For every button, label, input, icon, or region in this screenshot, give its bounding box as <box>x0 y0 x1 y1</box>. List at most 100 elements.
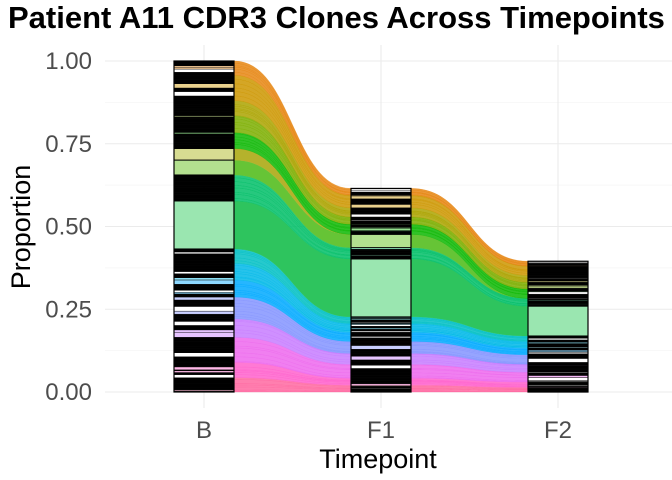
stratum-block <box>350 189 412 193</box>
stratum-block <box>173 136 235 140</box>
stratum-block <box>173 374 235 378</box>
stratum-block <box>173 366 235 371</box>
stratum-block <box>173 139 235 143</box>
stratum-block <box>173 142 235 145</box>
stratum-block <box>527 343 589 346</box>
stratum-outline <box>350 187 412 393</box>
stratum-block <box>350 204 412 208</box>
stratum-block <box>173 251 235 254</box>
stratum-block <box>173 372 235 375</box>
stratum-block <box>350 386 412 389</box>
stratum-block <box>350 381 412 384</box>
tick-layer: 0.00 0.25 0.50 0.75 1.00 B F1 F2 <box>45 48 572 444</box>
stratum-block <box>527 289 589 292</box>
stratum-block <box>173 325 235 331</box>
stratum-block <box>527 347 589 350</box>
stratum-block <box>173 310 235 315</box>
stratum-block <box>173 111 235 116</box>
stratum-block <box>527 365 589 369</box>
stratum-block <box>173 279 235 285</box>
stratum-block <box>350 375 412 378</box>
stratum-block <box>173 383 235 386</box>
stratum-block <box>350 336 412 339</box>
stratum-block <box>173 124 235 129</box>
stratum-block <box>350 233 412 249</box>
stratum-block <box>350 228 412 231</box>
stratum-block <box>173 78 235 84</box>
stratum-block <box>173 332 235 338</box>
y-axis-title: Proportion <box>6 165 36 290</box>
chart-title: Patient A11 CDR3 Clones Across Timepoint… <box>8 0 665 35</box>
stratum-block <box>527 282 589 285</box>
stratum-block <box>173 159 235 176</box>
stratum-block <box>173 144 235 149</box>
stratum-block <box>527 294 589 299</box>
stratum-block <box>527 271 589 274</box>
stratum-block <box>527 338 589 341</box>
stratum-block <box>173 122 235 125</box>
stratum-block <box>173 177 235 182</box>
stratum-block <box>173 352 235 357</box>
stratum-block <box>527 377 589 381</box>
stratum-block <box>350 324 412 327</box>
stratum-block <box>527 285 589 289</box>
stratum-block <box>173 65 235 68</box>
stratum-block <box>173 194 235 199</box>
stratum-block <box>173 284 235 287</box>
stratum-block <box>173 200 235 250</box>
stratum-block <box>350 383 412 386</box>
stratum-block <box>350 361 412 365</box>
stratum-block <box>173 109 235 112</box>
stratum-block <box>350 214 412 218</box>
stratum-block <box>173 250 235 253</box>
stratum-block <box>350 389 412 391</box>
y-tick-label: 0.75 <box>45 131 92 158</box>
stratum-block <box>173 273 235 277</box>
stratum-block <box>173 265 235 269</box>
stratum-block <box>173 192 235 195</box>
y-tick-label: 0.25 <box>45 296 92 323</box>
stratum-block <box>173 277 235 281</box>
stratum-block <box>173 303 235 307</box>
stratum-block <box>173 263 235 266</box>
stratum-block <box>350 192 412 195</box>
stratum-block <box>173 133 235 138</box>
stratum-block <box>173 268 235 272</box>
stratum-block <box>527 291 589 295</box>
stratum-block <box>350 349 412 352</box>
stratum-block <box>350 224 412 228</box>
stratum-block <box>173 329 235 333</box>
stratum-block <box>173 87 235 92</box>
stratum-block <box>527 381 589 385</box>
stratum-block <box>173 370 235 373</box>
stratum-block <box>350 319 412 322</box>
stratum-block <box>173 313 235 317</box>
x-tick-label: B <box>196 417 212 444</box>
stratum-block <box>350 338 412 342</box>
stratum-block <box>173 285 235 291</box>
x-axis-title: Timepoint <box>319 444 437 474</box>
stratum-block <box>527 301 589 304</box>
stratum-block <box>350 369 412 374</box>
stratum-block <box>350 207 412 212</box>
stratum-block <box>527 275 589 279</box>
stratum-block <box>350 195 412 200</box>
stratum-block <box>173 105 235 109</box>
x-tick-label: F2 <box>544 417 572 444</box>
x-tick-label: F1 <box>367 417 395 444</box>
stratum-block <box>173 318 235 321</box>
stratum-block <box>173 337 235 342</box>
stratum-block <box>527 369 589 373</box>
stratum-block <box>173 104 235 107</box>
stratum-block <box>173 147 235 161</box>
stratum-block <box>173 66 235 70</box>
stratum-block <box>350 332 412 335</box>
stratum-block <box>173 91 235 97</box>
stratum-block <box>173 271 235 274</box>
bar-layer <box>173 60 589 393</box>
stratum-block <box>173 345 235 349</box>
stratum-block <box>173 83 235 89</box>
stratum-block <box>527 372 589 376</box>
stratum-block <box>173 347 235 353</box>
